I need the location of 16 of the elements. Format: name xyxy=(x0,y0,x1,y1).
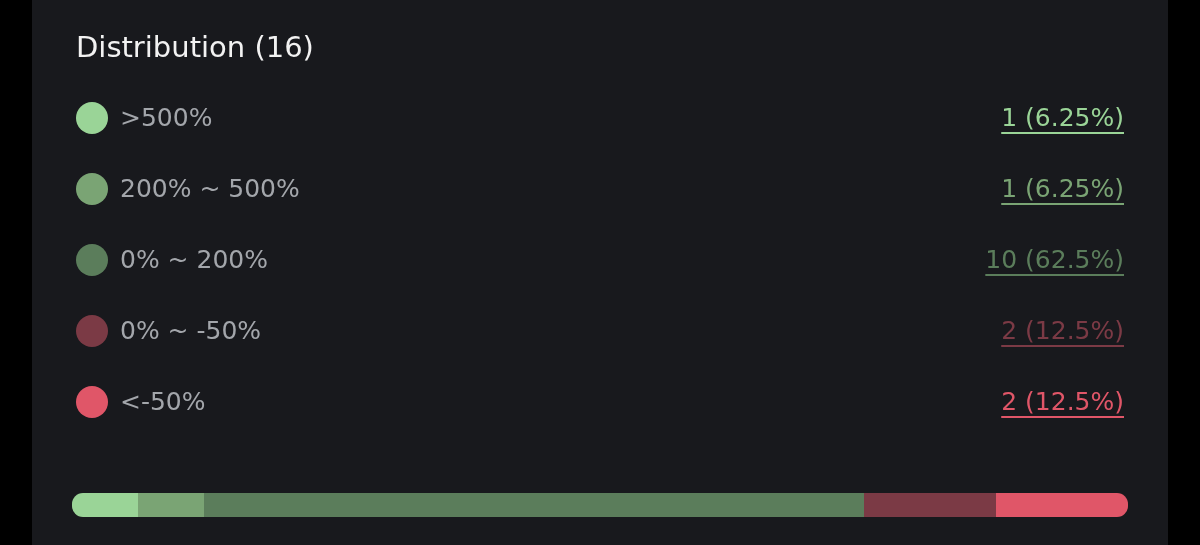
legend-label: 0% ~ 200% xyxy=(120,244,268,276)
legend-label: 0% ~ -50% xyxy=(120,315,262,347)
bar xyxy=(864,493,996,517)
bar xyxy=(72,493,138,517)
text: 1 (6.25%) xyxy=(1001,173,1124,205)
text: 2 (12.5%) xyxy=(1001,315,1124,347)
text: 10 (62.5%) xyxy=(985,244,1124,276)
text: 1 (6.25%) xyxy=(1001,102,1124,134)
legend-label: >500% xyxy=(120,102,213,134)
bar xyxy=(996,493,1128,517)
legend-label: 200% ~ 500% xyxy=(120,173,300,205)
legend-label: <-50% xyxy=(120,386,206,418)
chart-title: Distribution (16) xyxy=(76,30,314,64)
bar xyxy=(138,493,204,517)
text: 2 (12.5%) xyxy=(1001,386,1124,418)
bar xyxy=(204,493,864,517)
